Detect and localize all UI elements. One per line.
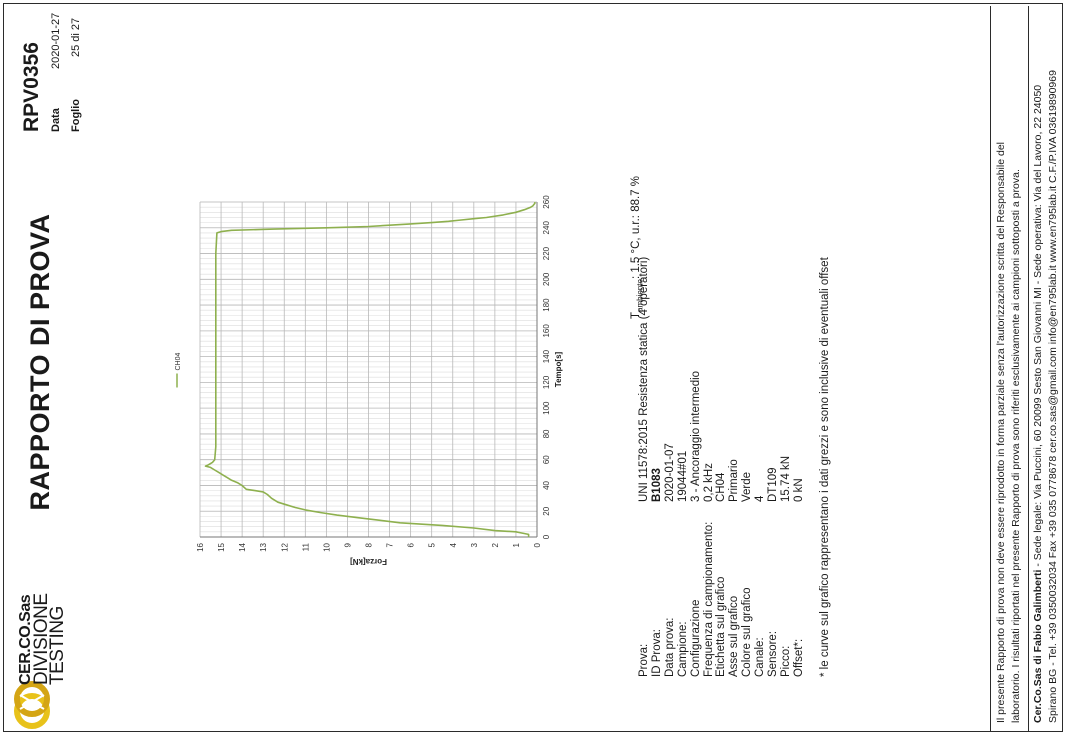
info-value: 3 - Ancoraggio intermedio (689, 370, 702, 502)
x-tick-label: 240 (542, 221, 551, 235)
y-tick-label: 11 (301, 542, 310, 551)
info-value: 4 (754, 495, 767, 502)
info-label: ID Prova: (650, 629, 663, 677)
x-tick-label: 180 (542, 298, 551, 312)
ambient-text: : 1.5 °C, u.r.: 88.7 % (630, 176, 642, 280)
y-tick-label: 13 (259, 542, 268, 551)
info-value: 19044#01 (676, 450, 689, 502)
info-label: Configurazione (689, 599, 702, 677)
info-label: Sensore: (767, 630, 779, 677)
x-tick-label: 120 (542, 375, 551, 389)
y-axis-label: Forza[kN] (350, 557, 387, 566)
info-value: DT109 (767, 467, 779, 502)
info-label: Canale: (754, 637, 767, 677)
y-tick-label: 15 (217, 542, 226, 551)
company-name: Cer.Co.Sas di Fabio Galimberti (1032, 569, 1044, 723)
y-tick-label: 14 (238, 542, 247, 551)
y-tick-label: 0 (533, 542, 542, 547)
info-label: Picco: (779, 645, 792, 677)
y-tick-label: 1 (512, 542, 521, 547)
y-tick-label: 12 (280, 542, 289, 551)
x-tick-label: 200 (542, 272, 551, 286)
company-address: - Sede legale: Via Puccini, 60 20099 Ses… (1032, 84, 1044, 570)
x-tick-label: 40 (542, 480, 551, 489)
y-tick-label: 2 (491, 542, 500, 547)
page-frame (3, 3, 1063, 732)
curves-note: * le curve sul grafico rappresentano i d… (819, 257, 831, 677)
info-label: Prova: (638, 643, 650, 677)
info-label: Data prova: (663, 617, 676, 677)
disclaimer-line-2: laboratorio. I risultati riportati nel p… (1010, 169, 1022, 723)
footer-separator-2 (1028, 6, 1029, 731)
y-tick-label: 6 (407, 542, 416, 547)
x-tick-label: 100 (542, 401, 551, 415)
x-tick-label: 60 (542, 455, 551, 464)
y-tick-label: 16 (196, 542, 205, 551)
x-tick-label: 260 (542, 195, 551, 209)
legend-label: CH04 (175, 352, 182, 370)
y-tick-label: 5 (428, 542, 437, 547)
x-tick-label: 20 (542, 506, 551, 515)
ambient-conditions: Tambiente: 1.5 °C, u.r.: 88.7 % (630, 176, 644, 319)
company-line-1: Cer.Co.Sas di Fabio Galimberti - Sede le… (1032, 85, 1044, 723)
y-tick-label: 3 (470, 542, 479, 547)
info-value: 15.74 kN (779, 455, 792, 502)
x-tick-label: 80 (542, 429, 551, 438)
info-value: 0,2 kHz (702, 463, 715, 502)
info-label: Colore sul grafico (741, 587, 754, 677)
info-label: Offset*: (792, 638, 805, 677)
info-value: B1083 (650, 468, 663, 502)
info-label: Campione: (676, 621, 689, 677)
footer-separator (990, 6, 991, 731)
info-value: Verde (741, 471, 754, 502)
info-value: CH04 (715, 472, 728, 502)
info-value: 0 kN (792, 478, 805, 502)
company-logo (8, 681, 61, 729)
y-tick-label: 8 (365, 542, 374, 547)
ambient-sub: ambiente (635, 279, 645, 312)
y-tick-label: 10 (322, 542, 331, 551)
info-label: Asse sul grafico (728, 595, 741, 677)
info-value: 2020-01-07 (663, 443, 676, 502)
y-tick-label: 9 (343, 542, 352, 547)
info-label: Etichetta sul grafico (715, 576, 728, 677)
info-value: Primario (728, 459, 741, 502)
x-tick-label: 140 (542, 349, 551, 363)
company-line-2: Spirano BG - Tel. +39 0350032034 Fax +39… (1047, 70, 1059, 723)
x-tick-label: 0 (542, 534, 551, 539)
x-tick-label: 220 (542, 246, 551, 260)
y-tick-label: 7 (386, 542, 395, 547)
info-label: Frequenza di campionamento: (702, 521, 715, 677)
series-line-ch04 (204, 202, 536, 537)
ambient-prefix: T (630, 311, 642, 319)
disclaimer-line-1: Il presente Rapporto di prova non deve e… (995, 142, 1007, 723)
x-axis-label: Tempo[s] (554, 351, 563, 387)
logo-mark-icon (14, 681, 50, 729)
y-tick-label: 4 (449, 542, 458, 547)
x-tick-label: 160 (542, 324, 551, 338)
